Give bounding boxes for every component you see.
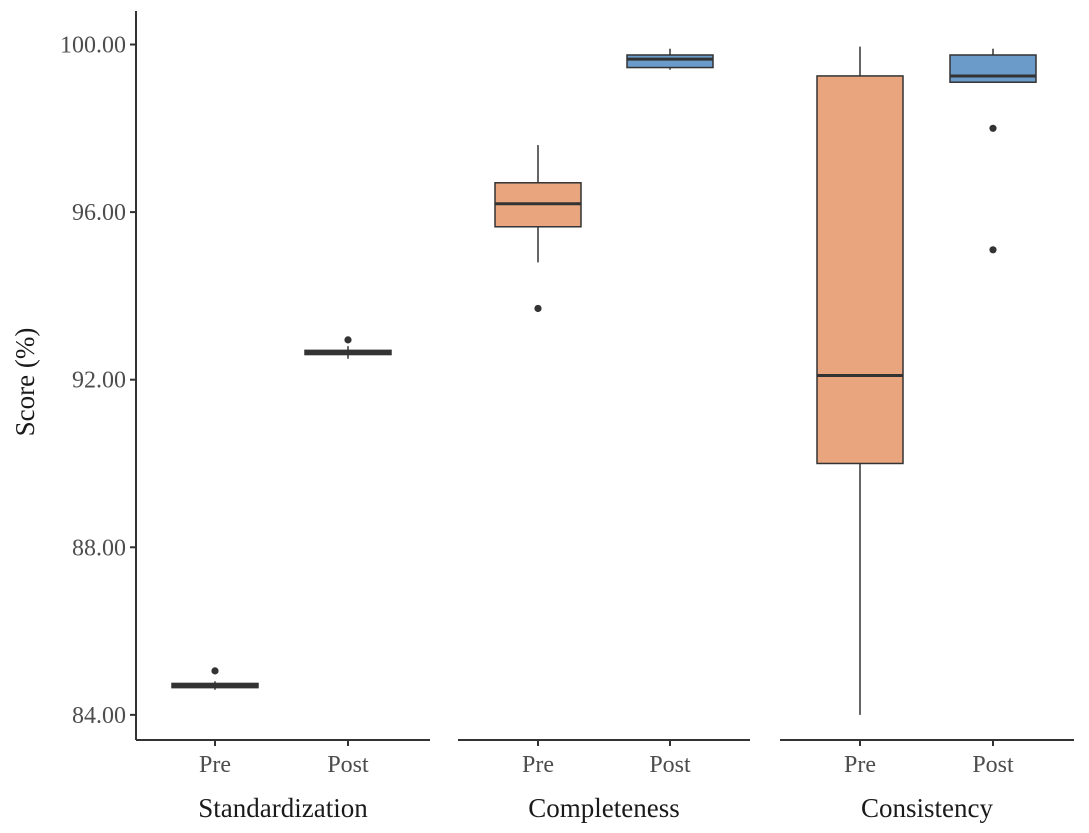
box-post: [626, 48, 714, 70]
facet-standardization: Pre Post Standardization: [136, 336, 430, 823]
x-tick-label: Post: [649, 752, 691, 778]
y-axis-title: Score (%): [10, 328, 40, 437]
box-post: [304, 336, 392, 359]
facet-label: Completeness: [528, 793, 679, 823]
y-axis: 84.00 88.00 92.00 96.00 100.00: [60, 11, 137, 740]
box-post: [949, 48, 1037, 254]
y-tick-label: 88.00: [72, 535, 126, 561]
facet-completeness: Pre Post Completeness: [458, 48, 750, 823]
facet-label: Consistency: [861, 793, 993, 823]
y-tick-label: 96.00: [72, 200, 126, 226]
facets: Pre Post Standardization Pre Post Completenes…: [136, 46, 1074, 823]
box-pre: [816, 46, 904, 715]
x-tick-label: Pre: [199, 752, 231, 778]
box-iqr: [816, 75, 904, 465]
y-tick-label: 100.00: [60, 33, 126, 59]
box-iqr: [949, 54, 1037, 83]
x-tick-label: Pre: [844, 752, 876, 778]
outlier-point: [211, 667, 219, 675]
y-tick-label: 84.00: [72, 703, 126, 729]
facet-label: Standardization: [198, 793, 368, 823]
outlier-point: [344, 336, 352, 344]
box-pre: [171, 667, 259, 690]
box-iqr: [626, 54, 714, 69]
x-tick-label: Pre: [522, 752, 554, 778]
outlier-point: [534, 304, 542, 313]
x-tick-label: Post: [327, 752, 369, 778]
box-pre: [494, 145, 582, 313]
outlier-point: [989, 246, 997, 254]
facet-consistency: Pre Post Consistency: [780, 46, 1074, 823]
outlier-point: [989, 124, 997, 132]
x-tick-label: Post: [972, 752, 1014, 778]
y-tick-label: 92.00: [72, 368, 126, 394]
